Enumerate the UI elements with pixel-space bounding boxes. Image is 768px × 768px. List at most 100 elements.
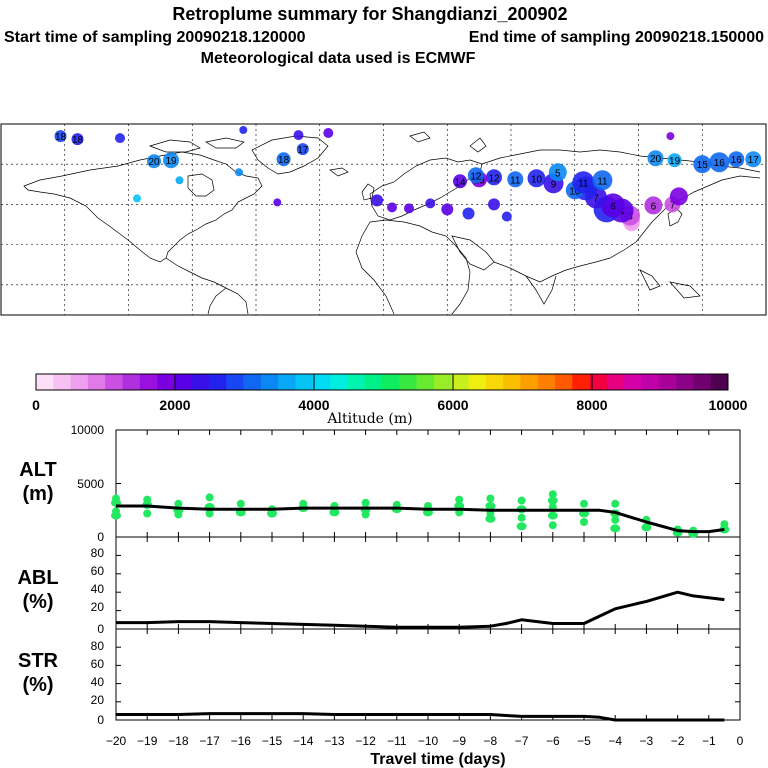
trajectory-day-label: 20 (650, 154, 662, 165)
trajectory-day-label: 12 (488, 173, 500, 184)
abl-line (116, 590, 725, 629)
colorbar-swatch (36, 374, 54, 390)
abl-ytick-60: 60 (91, 564, 105, 578)
trajectory-day-label: 10 (531, 174, 543, 185)
alt-scatter-point (361, 498, 370, 507)
trajectory-day-label: 18 (72, 135, 84, 146)
colorbar-swatch (330, 374, 348, 390)
end-time-label: End time of sampling 20090218.150000 (469, 29, 764, 46)
figure-title: Retroplume summary for Shangdianzi_20090… (172, 4, 567, 24)
time-series-panels: ALT (m) ABL (%) STR (%) 10000 5000 0 80 … (17, 423, 743, 748)
colorbar-swatch (364, 374, 383, 390)
colorbar-frame (35, 373, 729, 391)
trajectory-day-label: 20 (148, 157, 160, 168)
x-tick-label: −20 (106, 734, 127, 748)
colorbar-swatch (572, 374, 590, 390)
x-tick-label: −12 (355, 734, 376, 748)
trajectory-day-label: 14 (454, 177, 466, 188)
colorbar-swatch (226, 374, 244, 390)
colorbar-swatch (105, 374, 123, 390)
trajectory-point (404, 203, 414, 214)
trajectory-point (693, 155, 712, 174)
alt-scatter-point (111, 511, 121, 520)
colorbar-swatch (122, 374, 141, 390)
trajectory-day-label: 12 (470, 171, 482, 182)
alt-scatter-point (486, 494, 495, 503)
colorbar-tick-labels: 0 2000 4000 6000 8000 10000 (32, 397, 748, 413)
colorbar-swatch (347, 374, 365, 390)
trajectory-point (296, 143, 309, 156)
colorbar-swatch (658, 374, 677, 390)
alt-scatter-point (548, 490, 557, 499)
trajectory-day-label: 18 (278, 155, 290, 166)
trajectory-point (572, 171, 595, 194)
trajectory-day-label: 19 (165, 156, 177, 167)
abl-ytick-20: 20 (91, 600, 105, 614)
colorbar-swatch (312, 374, 331, 390)
panels-frame (115, 429, 741, 721)
colorbar-swatch (157, 374, 175, 390)
start-time-label: Start time of sampling 20090218.120000 (4, 29, 306, 46)
colorbar-swatch (416, 374, 435, 390)
trajectory-point (709, 152, 730, 173)
trajectory-day-label: 17 (297, 145, 309, 156)
colorbar-swatch (641, 374, 660, 390)
colorbar-tick-6000: 6000 (437, 397, 468, 413)
alt-scatter-point (610, 524, 621, 533)
trajectory-point (387, 202, 397, 213)
colorbar-tick-8000: 8000 (576, 397, 607, 413)
trajectory-day-label: 10 (569, 186, 581, 197)
trajectory-points: 3456677810911111011121314125151616172019… (54, 126, 762, 232)
colorbar-swatch (260, 374, 279, 390)
trajectory-day-label: 11 (510, 175, 521, 186)
trajectory-point (667, 153, 682, 168)
alt-scatter-point (361, 510, 370, 519)
x-tick-label: −19 (137, 734, 158, 748)
trajectory-point (453, 174, 467, 189)
x-tick-label: −7 (515, 734, 529, 748)
alt-scatter-point (174, 510, 183, 519)
alt-scatter-point (455, 495, 464, 504)
colorbar-label: Altitude (m) (326, 411, 412, 427)
colorbar-swatch (555, 374, 573, 390)
trajectory-point (273, 198, 282, 207)
x-tick-label: −8 (484, 734, 498, 748)
trajectory-point (486, 169, 502, 186)
trajectory-point (467, 167, 484, 184)
x-tick-label: 0 (737, 734, 744, 748)
x-tick-label: −4 (608, 734, 622, 748)
trajectory-point (239, 126, 248, 134)
trajectory-point (163, 152, 179, 169)
colorbar-swatch (520, 374, 538, 390)
colorbar-swatch (139, 374, 158, 390)
trajectory-point (115, 133, 125, 144)
alt-panel-label: ALT (19, 459, 56, 481)
alt-scatter-point (267, 509, 277, 518)
trajectory-day-label: 5 (555, 168, 561, 179)
x-tick-label: −13 (324, 734, 345, 748)
alt-scatter-point (205, 493, 214, 502)
x-tick-label: −11 (387, 734, 407, 748)
x-tick-label: −3 (640, 734, 654, 748)
colorbar-swatch (589, 374, 608, 390)
x-tick-label: −18 (168, 734, 189, 748)
colorbar-swatch (468, 374, 487, 390)
met-data-label: Meteorological data used is ECMWF (201, 50, 476, 67)
trajectory-point (71, 133, 84, 146)
trajectory-point (323, 128, 334, 138)
trajectory-point (371, 194, 384, 207)
x-tick-labels: −20 −19 −18 −17 −16 −15 −14 −13 −12 −11 −10 −9 −8 −7−… (106, 734, 744, 748)
colorbar-tick-2000: 2000 (159, 397, 190, 413)
str-ytick-80: 80 (91, 639, 105, 653)
trajectory-day-label: 16 (731, 155, 743, 166)
alt-scatter-point (485, 514, 496, 523)
trajectory-point (293, 130, 304, 141)
trajectory-point (54, 130, 67, 143)
trajectory-point (276, 152, 291, 167)
alt-scatter-point (517, 496, 526, 505)
colorbar-swatch (174, 374, 192, 390)
x-tick-label: −17 (199, 734, 220, 748)
trajectory-map: 3456677810911111011121314125151616172019… (0, 123, 767, 316)
alt-scatter-point (547, 511, 558, 520)
colorbar-swatch (53, 374, 71, 390)
